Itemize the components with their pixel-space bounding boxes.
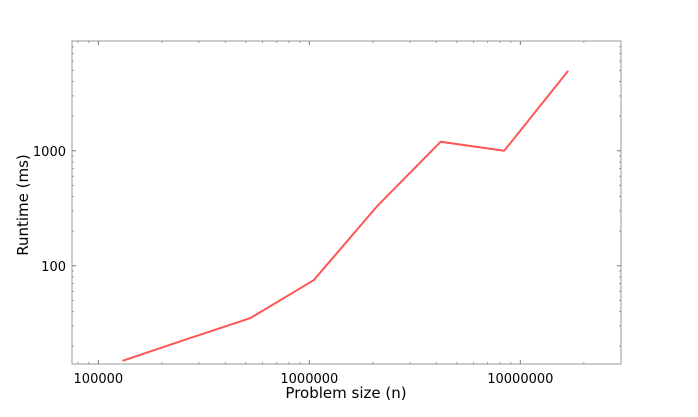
plot-frame xyxy=(71,40,622,365)
series-line-1 xyxy=(122,70,569,362)
major-ticks xyxy=(72,41,621,364)
y-tick-label: 1000 xyxy=(33,145,66,160)
x-tick-label: 10000000 xyxy=(487,372,553,387)
series-layer xyxy=(122,70,569,362)
x-tick-label: 100000 xyxy=(74,372,124,387)
y-axis-title: Runtime (ms) xyxy=(14,154,32,256)
x-tick-label: 1000000 xyxy=(280,372,338,387)
x-axis-title: Problem size (n) xyxy=(285,384,406,402)
minor-ticks xyxy=(72,40,622,364)
y-tick-label: 100 xyxy=(41,260,66,275)
tick-labels: 100000 1000000 10000000 100 1000 xyxy=(33,145,554,387)
